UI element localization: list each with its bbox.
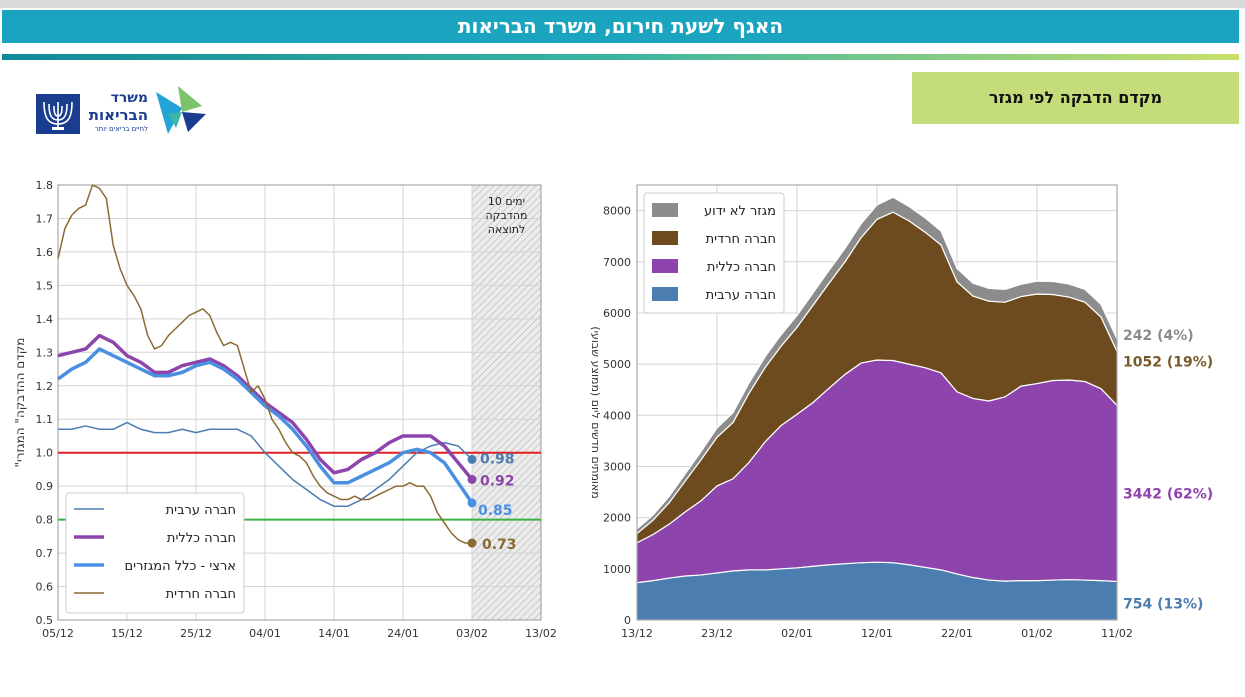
ministry-logo: משרד הבריאות לחיים בריאים יותר bbox=[30, 84, 210, 140]
menorah-emblem-icon bbox=[36, 94, 80, 134]
x-tick-label: 25/12 bbox=[180, 627, 212, 640]
y-axis-title: מאומתים חדשים ליום (ממוצע שבועי) bbox=[589, 326, 602, 498]
y-tick-label: 1.1 bbox=[36, 413, 54, 426]
area-end-label: 3442 (62%) bbox=[1123, 486, 1213, 502]
y-tick-label: 6000 bbox=[603, 307, 631, 320]
y-tick-label: 4000 bbox=[603, 409, 631, 422]
gradient-divider bbox=[2, 54, 1239, 60]
area-end-label: 1052 (19%) bbox=[1123, 354, 1213, 370]
plot-frame bbox=[57, 184, 542, 621]
shaded-region-label: 10 ימים bbox=[488, 195, 525, 208]
x-tick-label: 01/02 bbox=[1021, 627, 1053, 640]
y-tick-label: 2000 bbox=[603, 512, 631, 525]
legend-entry: חברה ערבית bbox=[166, 503, 236, 518]
x-tick-label: 05/12 bbox=[42, 627, 74, 640]
series-line bbox=[57, 184, 472, 544]
y-tick-label: 0.5 bbox=[36, 614, 54, 627]
y-tick-label: 0.7 bbox=[36, 547, 54, 560]
y-tick-label: 1.5 bbox=[36, 279, 54, 292]
x-tick-label: 22/01 bbox=[941, 627, 973, 640]
area-end-label: 242 (4%) bbox=[1123, 328, 1194, 344]
legend-entry: חברה כללית bbox=[167, 531, 236, 546]
right-chart-new-cases-stacked-area: 0 1000 2000 3000 4000 5000 6000 7000 8000 13/12 23… bbox=[589, 184, 1213, 640]
y-tick-label: 3000 bbox=[603, 460, 631, 473]
series-line bbox=[57, 333, 474, 481]
legend: מגזר לא ידוע חברה חרדית חברה כללית חברה ערב… bbox=[643, 192, 785, 314]
left-chart-reproduction-number: 0.5 0.6 0.7 0.8 0.9 1.0 1.1 1.2 1.3 1.4 1.5 1.6 1.7 1… bbox=[13, 179, 557, 640]
series-end-label: 0.98 bbox=[480, 451, 515, 467]
legend-entry: חברה ערבית bbox=[706, 288, 776, 303]
y-tick-label: 0.8 bbox=[36, 514, 54, 527]
legend-entry: מגזר לא ידוע bbox=[704, 204, 776, 219]
x-tick-label: 12/01 bbox=[861, 627, 893, 640]
legend: חברה ערבית חברה כללית ארצי - כלל המגזרים חב… bbox=[65, 492, 245, 614]
legend-swatch bbox=[652, 287, 678, 301]
legend-swatch bbox=[652, 259, 678, 273]
series-end-marker bbox=[467, 454, 477, 464]
y-tick-label: 1.2 bbox=[36, 380, 54, 393]
legend-entry: ארצי - כלל המגזרים bbox=[125, 559, 236, 574]
logo-line-2: הבריאות bbox=[88, 106, 148, 124]
x-tick-label: 04/01 bbox=[249, 627, 281, 640]
legend-swatch bbox=[652, 231, 678, 245]
shaded-region-label: מהדבקה bbox=[485, 209, 527, 222]
series-end-marker bbox=[467, 474, 477, 484]
area-end-label: 754 (13%) bbox=[1123, 597, 1203, 613]
legend-box bbox=[65, 492, 245, 614]
plot-frame bbox=[636, 184, 1118, 621]
y-tick-label: 1.7 bbox=[36, 212, 54, 225]
series-end-label: 0.73 bbox=[482, 537, 517, 553]
y-tick-label: 7000 bbox=[603, 256, 631, 269]
ministry-star-logo-icon bbox=[156, 86, 206, 134]
forecast-shaded-region bbox=[472, 185, 541, 620]
slide-subtitle: מקדם הדבקה לפי מגזר bbox=[912, 72, 1239, 124]
y-tick-label: 0.9 bbox=[36, 480, 54, 493]
legend-swatch bbox=[652, 203, 678, 217]
x-tick-label: 13/12 bbox=[621, 627, 653, 640]
x-tick-label: 15/12 bbox=[111, 627, 143, 640]
series-end-label: 0.85 bbox=[478, 503, 513, 519]
x-tick-label: 03/02 bbox=[456, 627, 488, 640]
y-tick-label: 1.4 bbox=[36, 313, 54, 326]
y-tick-label: 8000 bbox=[603, 205, 631, 218]
shaded-region-label: לתוצאה bbox=[488, 223, 526, 236]
series-line bbox=[56, 347, 474, 504]
y-tick-label: 1.3 bbox=[36, 346, 54, 359]
y-axis-title: "מקדם ההדבקה" המגזרי bbox=[13, 338, 27, 468]
y-tick-label: 1.0 bbox=[36, 447, 54, 460]
y-tick-label: 1.8 bbox=[36, 179, 54, 192]
y-tick-label: 0 bbox=[624, 614, 631, 627]
x-tick-label: 14/01 bbox=[318, 627, 350, 640]
series-end-label: 0.92 bbox=[480, 473, 515, 489]
legend-box bbox=[643, 192, 785, 314]
x-tick-label: 13/02 bbox=[525, 627, 557, 640]
y-tick-label: 0.6 bbox=[36, 581, 54, 594]
page-header-banner: האגף לשעת חירום, משרד הבריאות bbox=[2, 10, 1239, 43]
y-tick-label: 1000 bbox=[603, 563, 631, 576]
y-tick-label: 1.6 bbox=[36, 246, 54, 259]
logo-line-1: משרד bbox=[110, 90, 148, 106]
y-tick-label: 5000 bbox=[603, 358, 631, 371]
series-end-marker bbox=[467, 498, 477, 508]
legend-entry: חברה חרדית bbox=[706, 232, 776, 247]
x-tick-label: 02/01 bbox=[781, 627, 813, 640]
series-end-marker bbox=[467, 538, 477, 548]
legend-entry: חברה כללית bbox=[707, 260, 776, 275]
x-tick-label: 23/12 bbox=[701, 627, 733, 640]
x-tick-label: 11/02 bbox=[1101, 627, 1133, 640]
series-line bbox=[58, 421, 473, 507]
top-border bbox=[0, 0, 1245, 8]
legend-entry: חברה חרדית bbox=[166, 587, 236, 602]
logo-tagline: לחיים בריאים יותר bbox=[94, 125, 148, 133]
x-tick-label: 24/01 bbox=[387, 627, 419, 640]
